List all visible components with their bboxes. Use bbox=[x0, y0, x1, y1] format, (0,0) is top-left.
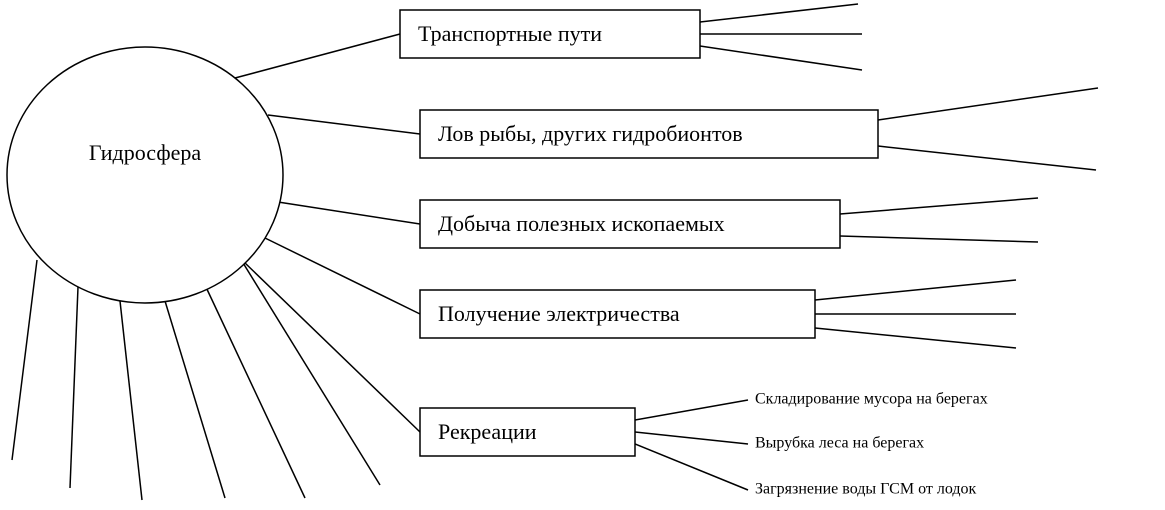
detail-label-2: Загрязнение воды ГСМ от лодок bbox=[755, 481, 977, 498]
box-label-b2: Лов рыбы, других гидробионтов bbox=[438, 121, 743, 146]
box-label-b4: Получение электричества bbox=[438, 301, 680, 326]
diagram-canvas: Гидросфера Транспортные пути Лов рыбы, др… bbox=[0, 0, 1165, 510]
box-label-b1: Транспортные пути bbox=[418, 21, 602, 46]
root-ellipse: Гидросфера bbox=[7, 47, 283, 303]
detail-label-0: Складирование мусора на берегах bbox=[755, 391, 988, 408]
detail-label-1: Вырубка леса на берегах bbox=[755, 435, 924, 452]
root-ellipse-label: Гидросфера bbox=[89, 140, 201, 165]
box-label-b5: Рекреации bbox=[438, 419, 537, 444]
root-ellipse-shape bbox=[7, 47, 283, 303]
box-label-b3: Добыча полезных ископаемых bbox=[438, 211, 725, 236]
